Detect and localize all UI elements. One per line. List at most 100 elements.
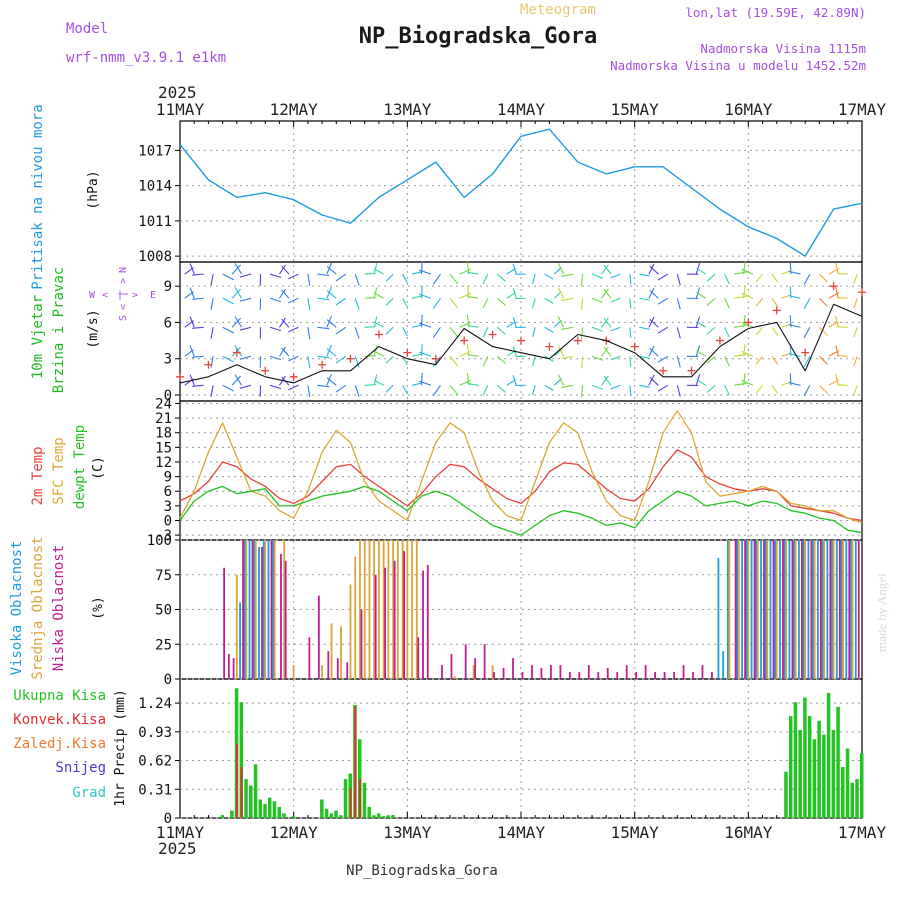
wind-barb (601, 346, 609, 357)
wind-barb (603, 375, 612, 386)
wind-barb (402, 385, 408, 395)
wind-barb (706, 297, 716, 306)
wind-barb (724, 385, 730, 396)
wind-barb (741, 379, 754, 386)
pressure-line (179, 128, 863, 257)
wind-barb (482, 385, 489, 396)
wind-unit: (m/s) (86, 309, 101, 348)
wind-barb (234, 287, 243, 299)
compass-arrow-down: < (118, 304, 129, 310)
pressure-panel (179, 120, 863, 263)
wind-barb (278, 346, 286, 357)
temp-tick-label: 12 (155, 455, 172, 471)
wind-barb (803, 327, 811, 339)
wind-barb (561, 384, 574, 389)
wind-barb (610, 326, 621, 332)
precip-hail-label: Grad (72, 785, 106, 801)
wind-barb (506, 321, 516, 328)
cloud-tick-label: 75 (155, 568, 172, 584)
wind-barb (449, 355, 459, 367)
wind-barb (419, 269, 432, 275)
pressure-tick-label: 1008 (138, 249, 172, 265)
time-label-bottom: 17MAY (838, 823, 887, 842)
wind-barb (603, 346, 612, 357)
precip-total-bar (850, 782, 855, 818)
wind-barb (771, 273, 779, 283)
time-label-top: 15MAY (611, 100, 660, 119)
wind-gust-marker (573, 336, 582, 345)
compass-rose: N > | < S W < | > E (89, 267, 156, 321)
cloud-tick-label: 25 (155, 637, 172, 653)
wind-barb (317, 273, 330, 277)
wind-barb (326, 290, 337, 299)
wind-barb (506, 379, 516, 386)
wind-barb (192, 326, 204, 329)
wind-gust-marker (630, 342, 639, 351)
cloud-low-label: Niska Oblacnost (51, 545, 67, 671)
wind-barb (755, 355, 763, 365)
wind-gust-marker (176, 372, 184, 381)
compass-e: E (150, 290, 156, 301)
wind-gust-marker (744, 318, 753, 327)
wind-barb (385, 355, 394, 364)
time-axis-top: 11MAY 12MAY 13MAY 14MAY 15MAY 16MAY 17MAY (156, 100, 887, 119)
wind-barb (231, 375, 242, 386)
wind-barb (676, 356, 681, 368)
temp-tick-label: 0 (164, 513, 172, 529)
wind-barb (788, 382, 801, 386)
precip-total-label: Ukupna Kisa (13, 688, 106, 704)
wind-barb (610, 384, 621, 390)
wind-barb (532, 327, 536, 338)
wind-barb (676, 298, 681, 310)
wind-barb (419, 351, 432, 357)
data-marks (176, 128, 866, 818)
wind-barb (326, 319, 337, 328)
year-top: 2025 (158, 83, 197, 102)
wind-gust-marker (715, 336, 724, 345)
wind-barb (601, 264, 609, 275)
compass-center: | (117, 290, 123, 301)
wind-barb (696, 378, 707, 386)
wind-barb (269, 273, 282, 278)
wind-barb (239, 384, 252, 389)
wind-barb (281, 265, 290, 275)
wind-barb (402, 297, 408, 308)
credit-text: made by Angel (874, 573, 889, 652)
wind-barb (706, 326, 716, 335)
wind-speed-line (179, 303, 863, 384)
wind-barb (580, 356, 584, 369)
wind-barb (639, 273, 650, 277)
wind-barb (580, 298, 584, 311)
wind-barb (544, 326, 554, 333)
precip-total-bar (320, 799, 324, 818)
wind-barb (788, 270, 801, 275)
footer-station: NP_Biogradska_Gora (346, 863, 498, 879)
cloud-tick-label: 50 (155, 603, 172, 619)
wind-barb (512, 317, 517, 328)
wind-barb (818, 384, 828, 394)
precip-total-bar (812, 739, 817, 818)
compass-right: > (132, 290, 138, 301)
wind-barb (629, 385, 632, 396)
precip-total-bar (324, 808, 329, 818)
cloud-tick-label: 100 (147, 533, 172, 549)
wind-gust-marker (431, 354, 440, 363)
wind-barb (335, 297, 347, 306)
wind-barb (649, 289, 659, 299)
wind-barb (432, 326, 441, 338)
wind-barb (639, 326, 650, 330)
wind-barb (706, 384, 716, 393)
wind-barb (696, 320, 707, 328)
precip-snow-label: Snijeg (55, 760, 106, 776)
wind-barb (639, 297, 650, 301)
wind-barb (561, 297, 574, 302)
wind-barb (603, 317, 612, 328)
wind-barb (482, 356, 489, 367)
wind-tick-label: 9 (164, 279, 172, 295)
time-label-bottom: 14MAY (497, 823, 546, 842)
wind-barb (835, 315, 839, 328)
precip-conv-bar (235, 743, 238, 818)
model-label: Model (66, 21, 108, 37)
precip-tick-label: 0 (164, 811, 172, 827)
